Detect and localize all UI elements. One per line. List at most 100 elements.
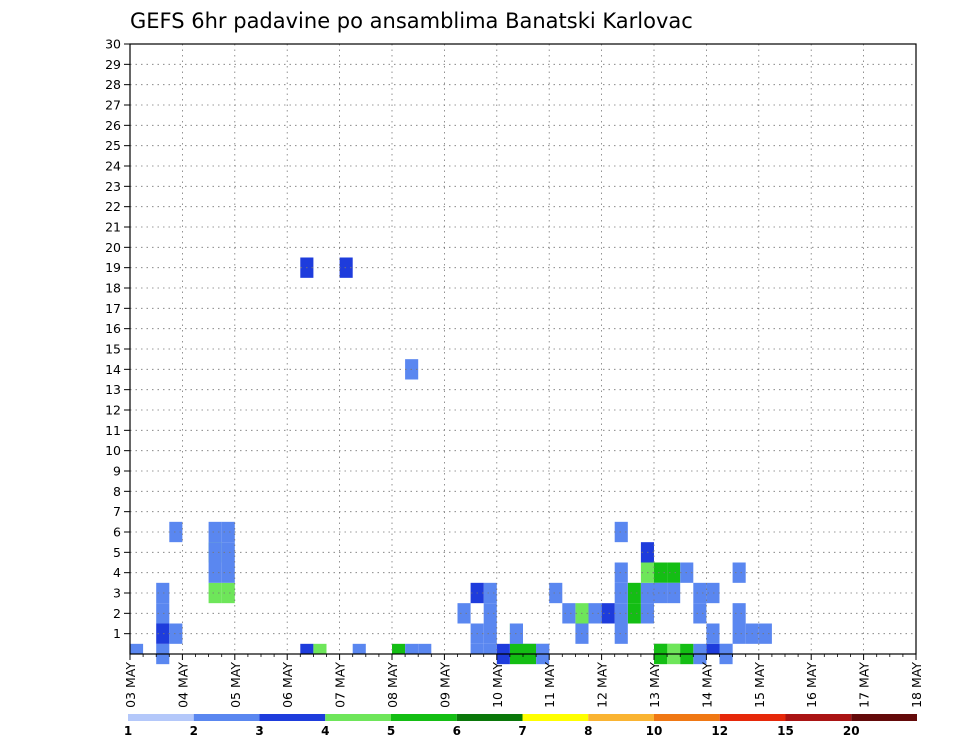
- y-tick-label: 21: [105, 220, 121, 235]
- y-tick-label: 14: [105, 362, 121, 377]
- y-tick-label: 28: [105, 77, 121, 92]
- x-tick-label: 13 MAY: [647, 662, 662, 708]
- colorbar-swatch: [654, 714, 720, 721]
- colorbar-label: 1: [124, 724, 132, 738]
- colorbar-label: 10: [646, 724, 663, 738]
- heatmap-cell: [562, 603, 576, 624]
- heatmap-cell: [588, 603, 602, 624]
- y-tick-label: 23: [105, 179, 121, 194]
- y-tick-label: 24: [105, 159, 121, 174]
- heatmap-cell: [208, 582, 222, 604]
- heatmap-cell: [156, 582, 170, 604]
- heatmap-cell: [169, 521, 183, 543]
- heatmap-cell: [601, 603, 615, 624]
- x-tick-label: 04 MAY: [175, 662, 190, 708]
- colorbar-swatch: [851, 714, 917, 721]
- heatmap-cell: [732, 562, 746, 583]
- y-tick-label: 13: [105, 382, 121, 397]
- y-tick-label: 26: [105, 118, 121, 133]
- x-axis: 03 MAY 04 MAY 05 MAY 06 MAY 07 MAY 08 MAY 09 M…: [123, 654, 924, 708]
- colorbar-swatch: [588, 714, 654, 721]
- heatmap-cell: [627, 603, 641, 624]
- y-tick-label: 9: [113, 464, 121, 479]
- heatmap-cell: [300, 643, 314, 654]
- x-tick-label: 07 MAY: [333, 662, 348, 708]
- heatmap-cell: [614, 582, 628, 604]
- heatmap-cell: [313, 643, 327, 654]
- heatmap-cell: [352, 643, 366, 654]
- heatmap-cell: [221, 582, 235, 604]
- heatmap-cell: [706, 623, 720, 644]
- heatmap-cell: [221, 542, 235, 563]
- y-tick-label: 8: [113, 484, 121, 499]
- heatmap-cell: [156, 603, 170, 624]
- heatmap-cell: [156, 623, 170, 644]
- x-tick-label: 10 MAY: [490, 662, 505, 708]
- heatmap-cell: [405, 643, 419, 654]
- heatmap-cell: [693, 603, 707, 624]
- colorbar-label: 15: [777, 724, 794, 738]
- x-tick-label: 05 MAY: [228, 662, 243, 708]
- heatmap-cell: [758, 623, 772, 644]
- heatmap-cell: [732, 603, 746, 624]
- y-tick-label: 20: [105, 240, 121, 255]
- colorbar-swatch: [259, 714, 326, 721]
- x-tick-label: 08 MAY: [385, 662, 400, 708]
- heatmap-cell: [130, 643, 144, 654]
- colorbar-label: 12: [711, 724, 728, 738]
- y-tick-label: 30: [105, 37, 121, 52]
- y-tick-label: 15: [105, 342, 121, 357]
- y-tick-label: 25: [105, 138, 121, 153]
- x-tick-label: 15 MAY: [752, 662, 767, 708]
- x-tick-label: 16 MAY: [804, 662, 819, 708]
- colorbar-swatch: [193, 714, 260, 721]
- colorbar-swatch: [522, 714, 589, 721]
- heatmap-cell: [208, 521, 222, 543]
- heatmap-cell: [732, 623, 746, 644]
- y-tick-label: 19: [105, 260, 121, 275]
- y-tick-label: 11: [105, 423, 121, 438]
- heatmap-cell: [169, 623, 183, 644]
- colorbar-label: 7: [518, 724, 526, 738]
- x-tick-label: 17 MAY: [857, 662, 872, 708]
- colorbar-label: 2: [190, 724, 198, 738]
- colorbar-label: 4: [321, 724, 329, 738]
- y-tick-label: 5: [113, 545, 121, 560]
- chart-title: GEFS 6hr padavine po ansamblima Banatski…: [130, 9, 693, 33]
- heatmap-cell: [614, 603, 628, 624]
- heatmap-cell: [667, 582, 681, 604]
- y-tick-label: 29: [105, 57, 121, 72]
- heatmap-cell: [654, 582, 668, 604]
- heatmap-cell: [483, 603, 497, 624]
- colorbar-swatch: [391, 714, 457, 721]
- heatmap-cell: [693, 582, 707, 604]
- colorbar-swatch: [456, 714, 523, 721]
- plot-area: [130, 44, 916, 654]
- heatmap-cell: [614, 562, 628, 583]
- y-tick-label: 10: [105, 443, 121, 458]
- y-tick-label: 22: [105, 199, 121, 214]
- heatmap-cell: [483, 643, 497, 654]
- y-tick-label: 7: [113, 504, 121, 519]
- heatmap-cell: [627, 582, 641, 604]
- heatmap-cell: [706, 582, 720, 604]
- y-tick-label: 16: [105, 321, 121, 336]
- grid-lines: [130, 44, 916, 654]
- plot-background: [130, 44, 916, 654]
- y-tick-label: 2: [113, 606, 121, 621]
- heatmap-cell: [221, 562, 235, 583]
- heatmap-cell: [208, 542, 222, 563]
- heatmap-cell: [614, 623, 628, 644]
- colorbar-swatch: [719, 714, 786, 721]
- colorbar-label: 5: [387, 724, 395, 738]
- heatmap-cell: [392, 643, 406, 654]
- x-tick-label: 09 MAY: [437, 662, 452, 708]
- colorbar-label: 3: [255, 724, 263, 738]
- heatmap-cell: [667, 562, 681, 583]
- heatmap-cell: [339, 257, 353, 278]
- x-tick-label: 03 MAY: [123, 662, 138, 708]
- colorbar-swatch: [785, 714, 852, 721]
- colorbar-label: 20: [843, 724, 860, 738]
- colorbar-swatch: [325, 714, 391, 721]
